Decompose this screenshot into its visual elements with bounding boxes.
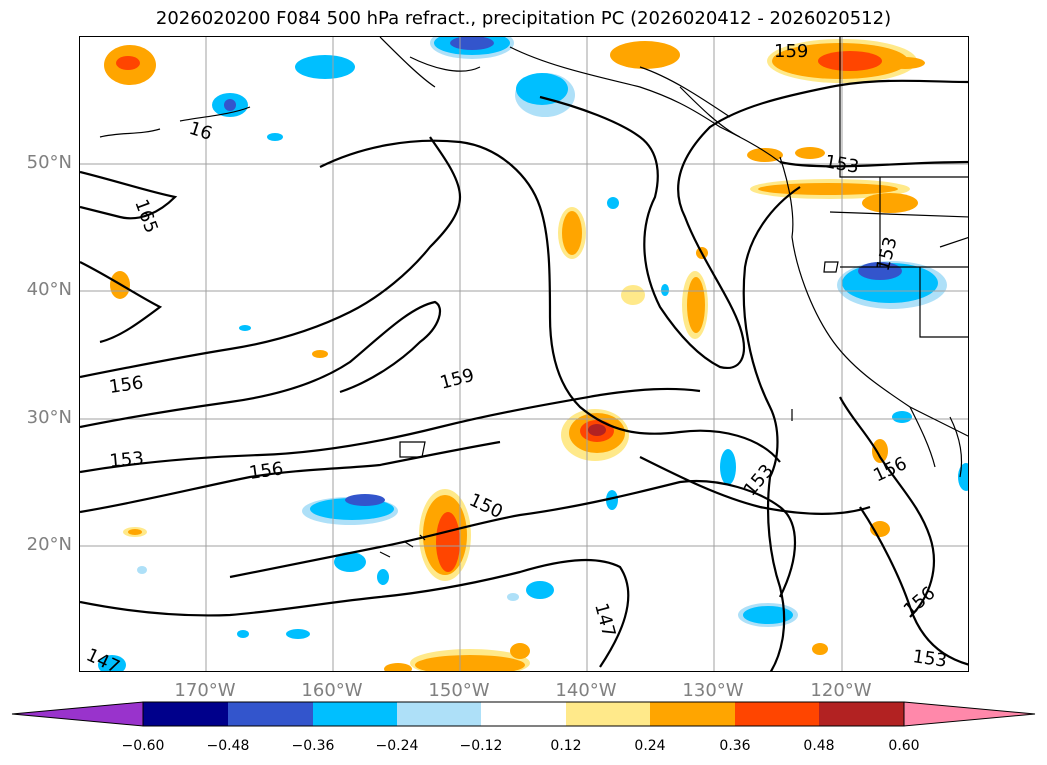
latitude-label: 40°N xyxy=(26,279,72,300)
precip-area xyxy=(137,566,147,574)
precip-area xyxy=(224,99,236,111)
precip-area xyxy=(239,325,251,331)
precip-area xyxy=(661,284,669,296)
colorbar-tick-label: −0.24 xyxy=(375,738,419,754)
colorbar-tick-label: −0.60 xyxy=(121,738,165,754)
contour-label: 156 xyxy=(900,583,940,621)
map-title: 2026020200 F084 500 hPa refract., precip… xyxy=(155,8,892,29)
precip-area xyxy=(588,424,606,436)
precip-positive-areas xyxy=(104,39,925,671)
contour-label: 159 xyxy=(438,365,477,394)
colorbar-tick-label: 0.60 xyxy=(888,738,920,754)
map-panel: 16 165 159 153 156 153 159 156 153 150 1… xyxy=(79,36,969,672)
precip-area xyxy=(872,439,888,463)
latitude-label: 20°N xyxy=(26,534,72,555)
colorbar-tick-label: −0.12 xyxy=(459,738,503,754)
precip-area xyxy=(795,147,825,159)
longitude-label: 150°W xyxy=(428,680,490,701)
contour-label: 147 xyxy=(590,601,619,640)
precip-area xyxy=(621,285,645,305)
contour-label: 153 xyxy=(740,460,778,500)
precip-area xyxy=(562,211,582,255)
contour-label: 153 xyxy=(109,448,145,472)
precip-area xyxy=(237,630,249,638)
longitude-label: 170°W xyxy=(174,680,236,701)
colorbar-tick-label: 0.12 xyxy=(550,738,582,754)
precip-area xyxy=(267,133,283,141)
precip-area xyxy=(743,606,793,624)
colorbar-segment xyxy=(735,702,819,726)
contour-label: 156 xyxy=(108,372,145,398)
precip-area xyxy=(747,148,783,162)
precip-area xyxy=(334,552,366,572)
longitude-label: 160°W xyxy=(301,680,363,701)
contour-label: 165 xyxy=(130,197,161,236)
precip-area xyxy=(98,655,126,671)
colorbar-tick-label: 0.48 xyxy=(803,738,835,754)
colorbar-segment xyxy=(650,702,735,726)
colorbar-tick-label: −0.36 xyxy=(291,738,335,754)
longitude-label: 130°W xyxy=(682,680,744,701)
latitude-label: 50°N xyxy=(26,152,72,173)
precip-area xyxy=(516,73,568,105)
contour-label: 159 xyxy=(774,41,808,62)
contour-label: 147 xyxy=(83,644,123,672)
precip-area xyxy=(526,581,554,599)
precip-area xyxy=(610,41,680,69)
coastlines xyxy=(99,37,968,558)
precip-area xyxy=(384,663,412,671)
longitude-label: 140°W xyxy=(555,680,617,701)
precip-area xyxy=(687,277,705,333)
precip-area xyxy=(758,183,898,195)
precip-area xyxy=(377,569,389,585)
precip-area xyxy=(607,197,619,209)
colorbar-segment xyxy=(143,702,228,726)
colorbar-extend-low xyxy=(11,701,144,727)
contour-label: 153 xyxy=(911,646,948,672)
colorbar-segment xyxy=(313,702,397,726)
precip-area xyxy=(116,56,140,70)
precip-area xyxy=(450,37,494,50)
contour-label: 153 xyxy=(823,151,860,178)
colorbar-tick-label: 0.24 xyxy=(634,738,666,754)
precip-area xyxy=(510,643,530,659)
colorbar-outline xyxy=(142,701,905,727)
colorbar-segment xyxy=(228,702,313,726)
colorbar-tick-label: −0.48 xyxy=(206,738,250,754)
precip-area xyxy=(720,449,736,485)
precip-area xyxy=(812,643,828,655)
precip-area xyxy=(436,512,460,572)
contour-label: 16 xyxy=(186,118,214,145)
precip-negative-areas xyxy=(98,37,968,671)
map-canvas: 16 165 159 153 156 153 159 156 153 150 1… xyxy=(80,37,968,672)
precip-area xyxy=(128,529,142,535)
colorbar-extend-high xyxy=(903,701,1036,727)
precip-area xyxy=(312,350,328,358)
precip-area xyxy=(507,593,519,601)
longitude-label: 120°W xyxy=(810,680,872,701)
precip-area xyxy=(295,55,355,79)
colorbar xyxy=(11,701,1036,727)
colorbar-segment xyxy=(397,702,481,726)
precip-area xyxy=(415,655,525,671)
contour-labels: 16 165 159 153 156 153 159 156 153 150 1… xyxy=(83,41,948,672)
refractivity-contours xyxy=(80,79,968,671)
precip-area xyxy=(818,51,882,71)
colorbar-segment xyxy=(481,702,566,726)
precip-area xyxy=(892,411,912,423)
colorbar-tick-label: 0.36 xyxy=(719,738,751,754)
latitude-label: 30°N xyxy=(26,407,72,428)
colorbar-segment xyxy=(819,702,904,726)
colorbar-segment xyxy=(566,702,650,726)
precip-area xyxy=(345,494,385,506)
precip-area xyxy=(862,193,918,213)
contour-label: 156 xyxy=(248,458,285,484)
graticule xyxy=(80,37,968,671)
precip-area xyxy=(958,463,968,491)
precip-area xyxy=(286,629,310,639)
precip-area xyxy=(885,57,925,69)
precip-area xyxy=(606,490,618,510)
